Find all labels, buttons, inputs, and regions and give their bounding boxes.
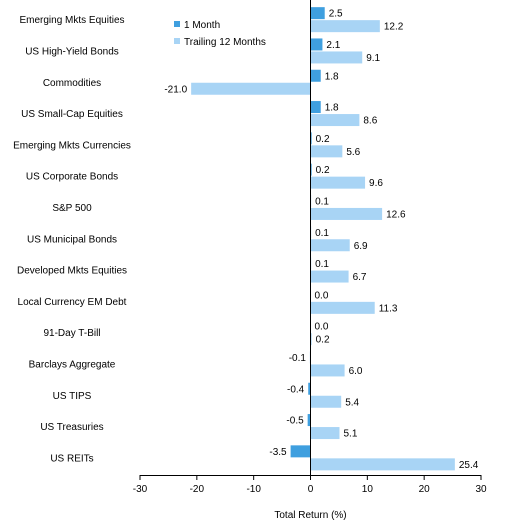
bars-layer xyxy=(191,7,455,471)
category-label-commodities: Commodities xyxy=(43,78,101,89)
bar-1-month-commodities xyxy=(310,69,321,82)
value-label-1-month-us-tips: -0.4 xyxy=(287,384,305,395)
x-axis: -30 -20 -10 0 10 20 30 xyxy=(133,0,487,495)
bar-1-month-us-reits xyxy=(290,445,311,458)
value-label-trailing-12-months-us-treasuries: 5.1 xyxy=(343,429,357,440)
category-label-s-p-500: S&P 500 xyxy=(52,203,92,214)
value-label-1-month-us-reits: -3.5 xyxy=(269,447,287,458)
bar-trailing-12-months-us-municipal-bonds xyxy=(310,239,350,252)
category-label-91-day-t-bill: 91-Day T-Bill xyxy=(43,328,100,339)
value-label-trailing-12-months-91-day-t-bill: 0.2 xyxy=(316,335,330,346)
value-label-1-month-developed-mkts-equities: 0.1 xyxy=(315,259,329,270)
x-tick-label: -20 xyxy=(190,484,205,495)
bar-trailing-12-months-us-corporate-bonds xyxy=(310,176,366,189)
value-label-1-month-local-currency-em-debt: 0.0 xyxy=(315,290,329,301)
value-label-trailing-12-months-s-p-500: 12.6 xyxy=(386,209,406,220)
category-label-us-high-yield-bonds: US High-Yield Bonds xyxy=(25,46,119,57)
x-tick-label: -10 xyxy=(246,484,261,495)
bar-1-month-us-high-yield-bonds xyxy=(310,38,323,51)
value-label-1-month-emerging-mkts-equities: 2.5 xyxy=(329,9,343,20)
legend-label-1-month: 1 Month xyxy=(184,20,220,31)
category-label-developed-mkts-equities: Developed Mkts Equities xyxy=(17,266,127,277)
value-label-1-month-commodities: 1.8 xyxy=(325,71,339,82)
value-label-trailing-12-months-us-corporate-bonds: 9.6 xyxy=(369,178,383,189)
bar-trailing-12-months-us-small-cap-equities xyxy=(310,114,360,127)
value-label-1-month-us-corporate-bonds: 0.2 xyxy=(316,165,330,176)
value-label-trailing-12-months-us-small-cap-equities: 8.6 xyxy=(363,116,377,127)
x-tick-label: -30 xyxy=(133,484,148,495)
legend-label-trailing-12-months: Trailing 12 Months xyxy=(184,37,266,48)
category-label-barclays-aggregate: Barclays Aggregate xyxy=(29,359,116,370)
value-label-trailing-12-months-us-high-yield-bonds: 9.1 xyxy=(366,53,380,64)
bar-1-month-us-treasuries xyxy=(307,414,311,427)
x-tick-label: 0 xyxy=(308,484,314,495)
value-label-1-month-s-p-500: 0.1 xyxy=(315,196,329,207)
category-label-us-small-cap-equities: US Small-Cap Equities xyxy=(21,109,123,120)
bar-1-month-emerging-mkts-currencies xyxy=(310,132,312,145)
category-label-us-municipal-bonds: US Municipal Bonds xyxy=(27,234,117,245)
value-label-1-month-91-day-t-bill: 0.0 xyxy=(315,322,329,333)
category-labels: Emerging Mkts Equities US High-Yield Bond… xyxy=(13,15,131,464)
bar-trailing-12-months-emerging-mkts-currencies xyxy=(310,145,343,158)
bar-trailing-12-months-local-currency-em-debt xyxy=(310,301,375,314)
bar-1-month-emerging-mkts-equities xyxy=(310,7,325,20)
bar-1-month-us-small-cap-equities xyxy=(310,101,321,114)
value-label-1-month-barclays-aggregate: -0.1 xyxy=(289,353,307,364)
bar-trailing-12-months-91-day-t-bill xyxy=(310,333,312,346)
value-labels: 2.5 12.2 2.1 9.1 1.8 -21.0 1.8 8.6 0.2 5.6 0.2 9.6 0… xyxy=(164,9,478,471)
value-label-trailing-12-months-emerging-mkts-equities: 12.2 xyxy=(384,22,404,33)
bar-trailing-12-months-commodities xyxy=(191,82,311,95)
x-tick-label: 30 xyxy=(475,484,487,495)
value-label-trailing-12-months-emerging-mkts-currencies: 5.6 xyxy=(346,147,360,158)
bar-trailing-12-months-s-p-500 xyxy=(310,207,383,220)
bar-trailing-12-months-us-high-yield-bonds xyxy=(310,51,363,64)
value-label-1-month-us-high-yield-bonds: 2.1 xyxy=(326,40,340,51)
bar-trailing-12-months-barclays-aggregate xyxy=(310,364,345,377)
x-tick-label: 20 xyxy=(419,484,431,495)
category-label-emerging-mkts-equities: Emerging Mkts Equities xyxy=(19,15,124,26)
x-tick-label: 10 xyxy=(362,484,374,495)
bar-trailing-12-months-us-reits xyxy=(310,458,455,471)
value-label-1-month-us-treasuries: -0.5 xyxy=(286,416,304,427)
bar-trailing-12-months-emerging-mkts-equities xyxy=(310,20,380,33)
legend-swatch-trailing-12-months xyxy=(174,38,180,44)
category-label-us-reits: US REITs xyxy=(50,453,93,464)
value-label-trailing-12-months-local-currency-em-debt: 11.3 xyxy=(379,303,398,314)
value-label-trailing-12-months-us-municipal-bonds: 6.9 xyxy=(354,241,368,252)
value-label-1-month-emerging-mkts-currencies: 0.2 xyxy=(316,134,330,145)
category-label-emerging-mkts-currencies: Emerging Mkts Currencies xyxy=(13,140,131,151)
value-label-1-month-us-municipal-bonds: 0.1 xyxy=(315,228,329,239)
bar-1-month-us-tips xyxy=(308,382,311,395)
value-label-trailing-12-months-barclays-aggregate: 6.0 xyxy=(349,366,363,377)
value-label-trailing-12-months-us-tips: 5.4 xyxy=(345,397,359,408)
value-label-trailing-12-months-us-reits: 25.4 xyxy=(459,460,479,471)
bar-1-month-us-corporate-bonds xyxy=(310,163,312,176)
bar-trailing-12-months-us-treasuries xyxy=(310,427,340,440)
x-axis-title: Total Return (%) xyxy=(274,510,346,521)
category-label-us-corporate-bonds: US Corporate Bonds xyxy=(26,172,118,183)
value-label-1-month-us-small-cap-equities: 1.8 xyxy=(325,103,339,114)
bar-trailing-12-months-developed-mkts-equities xyxy=(310,270,349,283)
category-label-us-treasuries: US Treasuries xyxy=(40,422,103,433)
category-label-us-tips: US TIPS xyxy=(53,391,92,402)
value-label-trailing-12-months-developed-mkts-equities: 6.7 xyxy=(353,272,367,283)
bar-trailing-12-months-us-tips xyxy=(310,395,342,408)
value-label-trailing-12-months-commodities: -21.0 xyxy=(164,84,187,95)
category-label-local-currency-em-debt: Local Currency EM Debt xyxy=(18,297,127,308)
legend: 1 Month Trailing 12 Months xyxy=(174,20,266,48)
legend-swatch-1-month xyxy=(174,21,180,27)
